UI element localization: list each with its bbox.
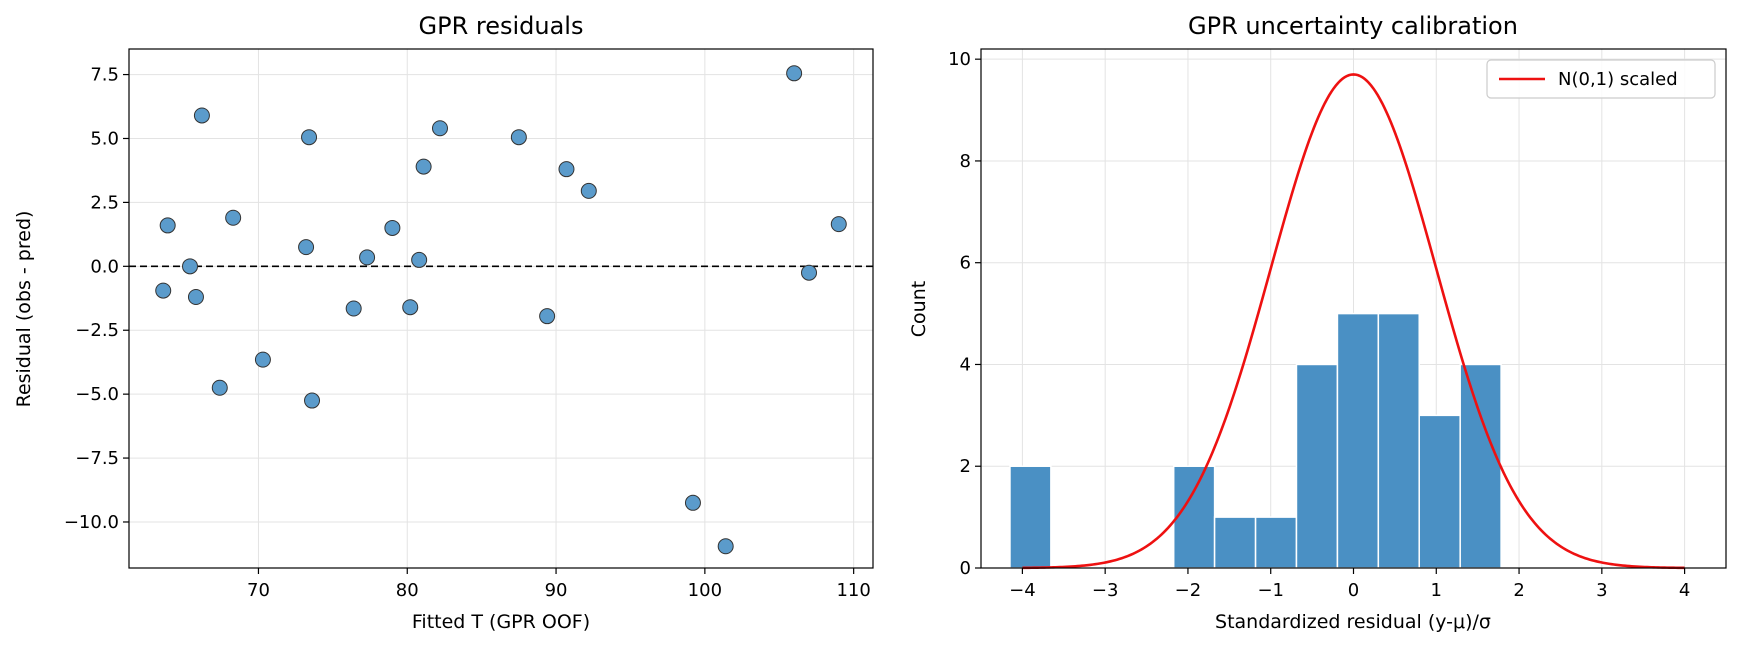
histogram-bar xyxy=(1254,516,1298,569)
residual-point xyxy=(431,120,448,137)
residual-point xyxy=(155,282,172,299)
residual-point xyxy=(359,249,376,266)
residuals-y-tick-label: 7.5 xyxy=(90,65,119,86)
residuals-y-tick-label: −10.0 xyxy=(64,512,119,533)
calibration-y-tick-label: 8 xyxy=(960,151,971,172)
residuals-x-tick-label: 100 xyxy=(688,580,722,601)
histogram-bars xyxy=(1009,312,1502,569)
calibration-chart: GPR uncertainty calibration −4 −3 −2 −1 0 1 2 3… xyxy=(908,12,1727,633)
residual-point xyxy=(298,239,315,256)
residuals-y-tick-label: −7.5 xyxy=(75,448,119,469)
normal-curve-line xyxy=(1022,73,1685,570)
histogram-bar xyxy=(1377,312,1420,569)
residual-point xyxy=(510,129,527,146)
residuals-y-tick-label: 0.0 xyxy=(90,256,119,277)
histogram-bar xyxy=(1459,363,1502,569)
calibration-y-tick-label: 4 xyxy=(960,354,971,375)
residual-point xyxy=(159,217,176,234)
residual-point xyxy=(384,219,401,236)
calibration-y-tick-label: 10 xyxy=(948,49,971,70)
residuals-y-tick-label: 2.5 xyxy=(90,192,119,213)
calibration-x-tick-label: −4 xyxy=(1009,580,1036,601)
residuals-x-label: Fitted T (GPR OOF) xyxy=(412,611,590,633)
residuals-y-tick-label: 5.0 xyxy=(90,128,119,149)
residual-point xyxy=(211,379,228,396)
calibration-x-ticks: −4 −3 −2 −1 0 1 2 3 4 xyxy=(1009,568,1690,601)
residuals-x-tick-label: 80 xyxy=(396,580,419,601)
residual-point xyxy=(193,107,210,124)
residual-point xyxy=(415,158,432,175)
residuals-x-tick-label: 90 xyxy=(545,580,568,601)
normal-curve xyxy=(1022,73,1685,570)
calibration-title: GPR uncertainty calibration xyxy=(1188,12,1518,40)
residuals-x-tick-label: 70 xyxy=(247,580,270,601)
residual-point xyxy=(254,351,271,368)
residual-point xyxy=(684,494,701,511)
calibration-y-label: Count xyxy=(908,281,930,337)
residual-point xyxy=(830,216,847,233)
residuals-y-tick-label: −2.5 xyxy=(75,320,119,341)
calibration-x-label: Standardized residual (y-μ)/σ xyxy=(1215,611,1491,633)
residuals-x-ticks: 70 80 90 100 110 xyxy=(247,568,871,601)
histogram-bar xyxy=(1295,363,1339,569)
residual-point xyxy=(182,258,199,275)
residuals-y-ticks: 7.5 5.0 2.5 0.0 −2.5 −5.0 −7.5 −10.0 xyxy=(64,65,129,533)
histogram-bar xyxy=(1172,465,1216,569)
residual-point xyxy=(801,264,818,281)
calibration-x-tick-label: 4 xyxy=(1679,580,1690,601)
calibration-y-tick-label: 6 xyxy=(960,253,971,274)
residual-point xyxy=(558,161,575,178)
histogram-bar xyxy=(1213,516,1257,569)
residuals-grid xyxy=(129,49,873,568)
residuals-y-tick-label: −5.0 xyxy=(75,384,119,405)
calibration-x-tick-label: −2 xyxy=(1175,580,1202,601)
residual-point xyxy=(225,209,242,226)
residual-point xyxy=(411,251,428,268)
residuals-axes-frame xyxy=(128,48,874,569)
histogram-bar xyxy=(1336,312,1380,569)
residual-point xyxy=(539,308,556,325)
residual-point xyxy=(304,392,321,409)
residuals-x-tick-label: 110 xyxy=(836,580,870,601)
histogram-bar xyxy=(1009,465,1052,569)
residual-point xyxy=(786,65,803,82)
residual-point xyxy=(187,288,204,305)
residual-point xyxy=(580,182,597,199)
residual-point xyxy=(402,299,419,316)
calibration-x-tick-label: 1 xyxy=(1431,580,1442,601)
calibration-y-ticks: 0 2 4 6 8 10 xyxy=(948,49,981,579)
residuals-title: GPR residuals xyxy=(419,12,584,40)
calibration-x-tick-label: 3 xyxy=(1596,580,1607,601)
legend: N(0,1) scaled xyxy=(1486,59,1716,99)
residuals-y-label: Residual (obs - pred) xyxy=(13,211,35,408)
calibration-x-tick-label: 2 xyxy=(1513,580,1524,601)
histogram-bar xyxy=(1418,414,1461,569)
legend-label: N(0,1) scaled xyxy=(1558,69,1678,90)
residual-point xyxy=(345,300,362,317)
residual-points xyxy=(155,65,847,555)
calibration-x-tick-label: 0 xyxy=(1348,580,1359,601)
calibration-x-tick-label: −3 xyxy=(1092,580,1119,601)
residuals-chart: GPR residuals 70 80 90 100 110 7.5 5.0 2.5 0.0 −… xyxy=(13,12,874,633)
calibration-y-tick-label: 2 xyxy=(960,456,971,477)
residual-point xyxy=(301,129,318,146)
legend-box xyxy=(1486,59,1716,99)
calibration-y-tick-label: 0 xyxy=(960,558,971,579)
calibration-x-tick-label: −1 xyxy=(1257,580,1284,601)
residual-point xyxy=(717,538,734,555)
